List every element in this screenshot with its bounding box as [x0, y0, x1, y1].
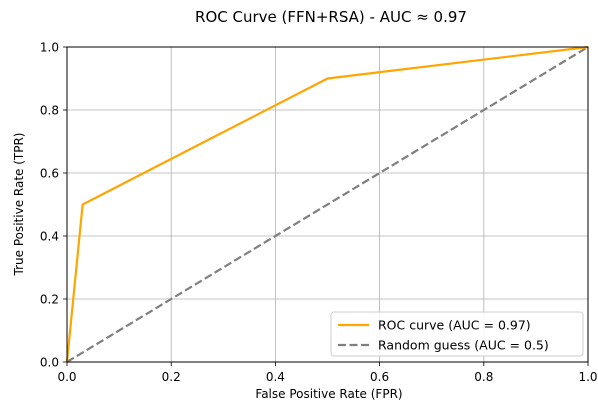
x-tick-label: 0.6: [370, 370, 389, 384]
x-tick-label: 1.0: [578, 370, 597, 384]
ticks: 0.0 0.2 0.4 0.6 0.8 1.0 0.0 0.2 0.4 0.6 0.8 1.0: [40, 41, 598, 385]
y-tick-label: 0.0: [40, 356, 59, 370]
y-tick-label: 0.8: [40, 104, 59, 118]
legend: ROC curve (AUC = 0.97) Random guess (AUC …: [330, 311, 584, 357]
legend-box: [330, 311, 584, 357]
plot-frame: [66, 46, 589, 363]
series-line-0: [65, 45, 589, 363]
series-line-1: [66, 46, 589, 363]
x-tick-label: 0.2: [162, 370, 181, 384]
x-tick-label: 0.8: [474, 370, 493, 384]
y-tick-label: 0.2: [40, 293, 59, 307]
y-tick-label: 0.4: [40, 230, 59, 244]
x-tick-label: 0.0: [57, 370, 76, 384]
y-tick-label: 0.6: [40, 167, 59, 181]
x-tick-label: 0.4: [266, 370, 285, 384]
legend-label-0: ROC curve (AUC = 0.97): [378, 318, 531, 333]
series-layer: [65, 45, 589, 363]
chart-title: ROC Curve (FFN+RSA) - AUC ≈ 0.97: [195, 8, 467, 26]
x-axis-label: False Positive Rate (FPR): [255, 387, 402, 401]
legend-label-1: Random guess (AUC = 0.5): [378, 338, 549, 353]
y-tick-label: 1.0: [40, 41, 59, 55]
y-axis-label: True Positive Rate (TPR): [12, 133, 26, 277]
